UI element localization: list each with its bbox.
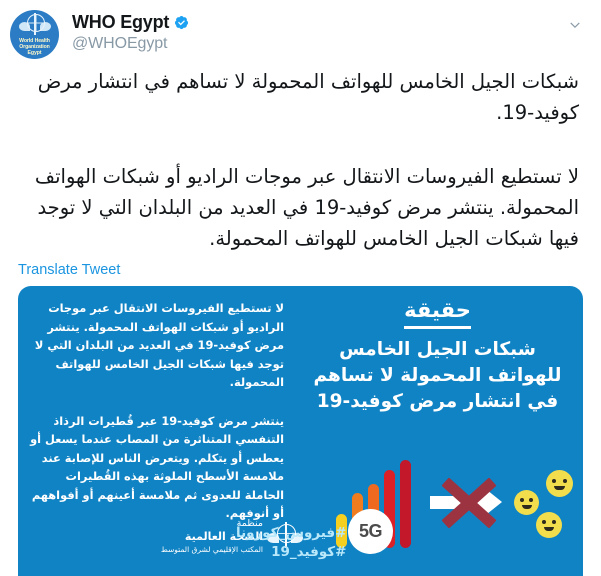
fact-heading: حقيقة: [404, 296, 471, 329]
display-name[interactable]: WHO Egypt: [72, 12, 170, 32]
card-left-paragraph-2: ينتشر مرض كوفيد-19 عبر قُطيرات الرذاذ ال…: [30, 413, 284, 521]
infographic-graphic: 5G: [318, 454, 583, 554]
virus-icon: [531, 507, 567, 543]
tweet-paragraph-2: لا تستطيع الفيروسات الانتقال عبر موجات ا…: [34, 165, 579, 250]
tweet-text-body: شبكات الجيل الخامس للهواتف المحمولة لا ت…: [0, 60, 601, 254]
tweet-paragraph-1: شبكات الجيل الخامس للهواتف المحمولة لا ت…: [37, 70, 579, 124]
account-handle[interactable]: @WHOEgypt: [72, 35, 168, 52]
avatar-text-line-1: World Health: [19, 38, 50, 44]
hashtag-1[interactable]: #فيروس_كورونا: [236, 525, 347, 541]
who-emblem-icon: [18, 13, 51, 37]
media-card-inner: لا تستطيع الفيروسات الانتقال عبر موجات ا…: [18, 286, 583, 576]
verified-badge-icon: [174, 15, 189, 30]
card-left-paragraph-1: لا تستطيع الفيروسات الانتقال عبر موجات ا…: [34, 301, 284, 389]
signal-bar-1: [336, 514, 347, 548]
translate-tweet-link[interactable]: Translate Tweet: [18, 262, 121, 278]
who-emblem-icon: [267, 521, 303, 552]
chevron-down-icon[interactable]: [567, 17, 583, 33]
who-logo-words: منظمة الصحة العالمية المكتب الإقليمي لشر…: [161, 518, 263, 555]
who-logo-line-1: منظمة: [236, 518, 263, 529]
avatar[interactable]: World Health Organization Egypt: [10, 10, 59, 59]
avatar-text: World Health Organization Egypt: [12, 38, 58, 57]
card-right-column: حقيقة شبكات الجيل الخامس للهواتف المحمول…: [298, 296, 583, 415]
tweet-media-card[interactable]: لا تستطيع الفيروسات الانتقال عبر موجات ا…: [18, 286, 583, 576]
display-name-row: WHO Egypt: [72, 12, 189, 33]
account-name-block: WHO Egypt @WHOEgypt: [72, 10, 189, 53]
tweet-header: World Health Organization Egypt WHO Egyp…: [0, 0, 601, 60]
card-footer: منظمة الصحة العالمية المكتب الإقليمي لشر…: [18, 510, 347, 576]
signal-bar-4: [384, 470, 395, 548]
fact-body-text: شبكات الجيل الخامس للهواتف المحمولة لا ت…: [313, 339, 562, 412]
5g-label: 5G: [358, 521, 383, 541]
virus-cluster-icon: [509, 460, 582, 548]
who-logo-line-3: المكتب الإقليمي لشرق المتوسط: [160, 545, 263, 554]
who-logo-line-2: الصحة العالمية: [184, 530, 263, 543]
signal-bars-icon: 5G: [336, 460, 422, 554]
virus-icon: [509, 485, 544, 520]
card-left-column: لا تستطيع الفيروسات الانتقال عبر موجات ا…: [18, 299, 296, 523]
virus-icon: [541, 465, 578, 502]
signal-bar-5: [400, 460, 411, 548]
blocked-arrow-icon: [430, 472, 508, 534]
hashtag-group: #فيروس_كورونا #كوفيد_19: [236, 524, 346, 562]
5g-badge-icon: 5G: [348, 509, 393, 554]
who-arabic-logo: منظمة الصحة العالمية المكتب الإقليمي لشر…: [161, 518, 303, 555]
avatar-text-line-3: Egypt: [27, 50, 42, 57]
hashtag-2[interactable]: #كوفيد_19: [271, 544, 347, 560]
avatar-text-line-2: Organization: [19, 44, 50, 51]
